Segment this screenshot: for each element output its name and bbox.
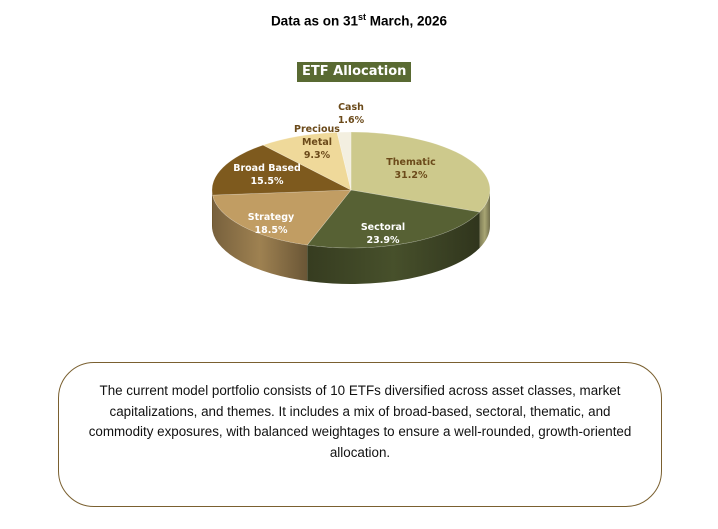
description-box: The current model portfolio consists of … [58,362,662,507]
label-strategy: Strategy 18.5% [248,211,294,237]
pie-slice-sectoral [306,189,481,249]
pie-side-thematic [479,190,490,249]
label-broad-based: Broad Based 15.5% [233,162,301,188]
pie-slice-strategy [212,189,352,246]
label-cash: Cash 1.6% [338,101,364,127]
label-sectoral-pct: 23.9% [366,235,400,246]
label-sectoral: Sectoral 23.9% [361,221,405,247]
pie-side-broad-based [212,190,213,232]
pie-slice-thematic [350,131,491,213]
pie-side-sectoral [307,212,480,284]
title-superscript: st [357,12,366,22]
label-broad-name: Broad Based [233,163,301,174]
pie-slice-cash [336,131,352,191]
label-cash-name: Cash [338,102,364,113]
label-sectoral-name: Sectoral [360,222,406,233]
pie-side-strategy [212,195,308,282]
pie-chart [211,131,491,284]
label-thematic-pct: 31.2% [394,170,428,181]
label-thematic-name: Thematic [386,157,436,168]
label-precious-line1: Precious [294,124,340,135]
label-broad-pct: 15.5% [250,176,284,187]
label-thematic: Thematic 31.2% [386,156,435,182]
title-suffix: March, 2026 [366,13,448,29]
page-title: Data as on 31st March, 2026 [0,12,718,29]
label-precious-pct: 9.3% [303,150,331,161]
label-cash-pct: 1.6% [337,115,365,126]
chart-title: ETF Allocation [297,62,412,82]
pie-slice-broad-based [211,144,353,196]
label-strategy-pct: 18.5% [254,225,288,236]
label-precious-line2: Metal [301,137,333,148]
description-text: The current model portfolio consists of … [88,383,632,460]
pie-slice-precious-metal [262,131,352,191]
title-prefix: Data as on 31 [270,13,358,29]
label-strategy-name: Strategy [247,212,295,223]
label-precious-metal: Precious Metal 9.3% [294,123,340,162]
